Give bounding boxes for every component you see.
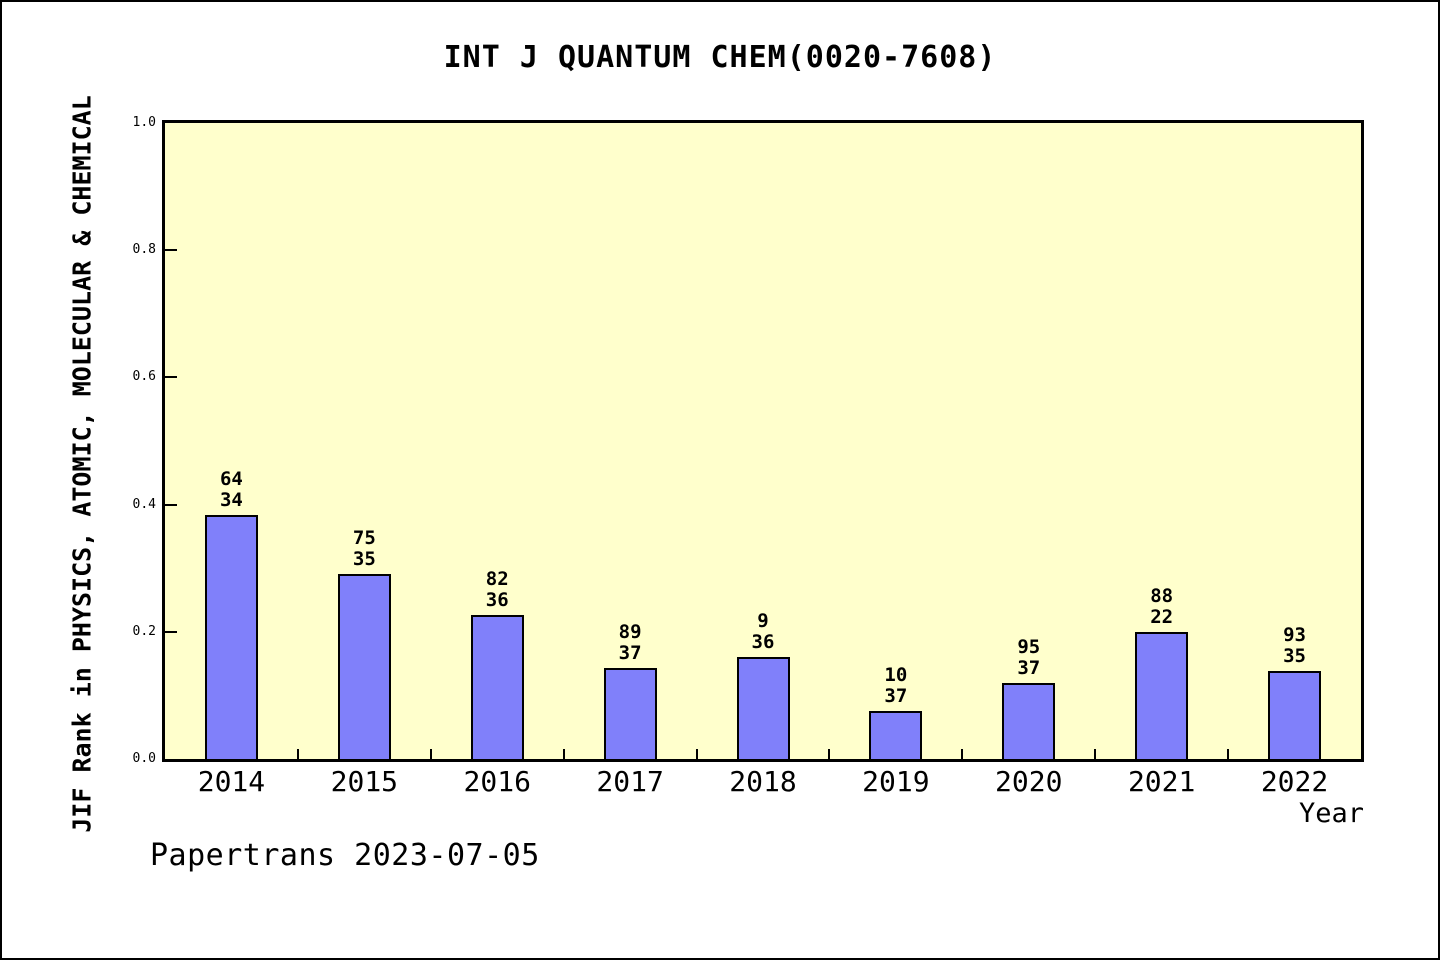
y-tick-label-0.4: 0.4 [132, 496, 156, 512]
y-tick-label-0.0: 0.0 [132, 751, 156, 766]
x-tick-label-2014: 2014 [197, 765, 266, 798]
y-axis-tick [165, 376, 177, 378]
bar-2014 [204, 515, 258, 759]
x-axis-tick [429, 749, 432, 759]
x-axis-tick [296, 749, 299, 759]
bar-label-bottom: 37 [884, 685, 908, 707]
bar-label-top: 82 [485, 568, 509, 590]
bar-label-top: 9 [757, 610, 769, 632]
x-axis-title: Year [1298, 798, 1364, 829]
bar-label-bottom: 37 [618, 642, 642, 664]
bar-label-top: 88 [1150, 585, 1174, 607]
bar-label-top: 75 [352, 527, 376, 549]
x-tick-label-2015: 2015 [330, 765, 399, 798]
bar-label-top: 95 [1017, 636, 1041, 658]
chart-title: INT J QUANTUM CHEM(0020-7608) [443, 40, 997, 75]
bar-2015 [337, 574, 391, 759]
y-tick-label-1.0: 1.0 [132, 115, 156, 130]
bar-2020 [1002, 683, 1056, 759]
x-tick-label-2020: 2020 [995, 765, 1063, 798]
bar-label-bottom: 34 [219, 489, 243, 511]
x-axis-tick [1094, 749, 1097, 759]
bar-label-2018: 9 36 [703, 611, 823, 653]
bar-label-bottom: 35 [1283, 645, 1306, 667]
bar-label-bottom: 36 [751, 631, 775, 653]
y-axis-title: JIF Rank in PHYSICS, ATOMIC, MOLECULAR &… [67, 95, 97, 833]
y-tick-label-0.2: 0.2 [132, 623, 156, 639]
bar-label-top: 10 [884, 664, 908, 686]
plot-area-inner: 64 34 75 35 82 36 89 37 9 36 10 37 95 37 88 22 93 35 [165, 123, 1361, 759]
bar-2018 [736, 657, 790, 759]
bar-label-2017: 89 37 [570, 622, 690, 664]
bar-2022 [1268, 671, 1322, 759]
bar-label-top: 89 [618, 621, 642, 643]
footer-credit: Papertrans 2023-07-05 [150, 838, 540, 873]
bar-label-2020: 95 37 [969, 637, 1089, 679]
bar-2019 [869, 711, 923, 759]
bar-label-top: 93 [1283, 624, 1306, 646]
y-axis-tick [165, 249, 177, 251]
x-tick-label-2016: 2016 [463, 765, 531, 798]
bar-2016 [470, 615, 524, 759]
x-axis-tick [828, 749, 831, 759]
y-axis-tick [165, 631, 177, 633]
x-axis-tick [695, 749, 698, 759]
bar-label-2019: 10 37 [836, 665, 956, 707]
bar-label-2022: 93 35 [1235, 625, 1355, 667]
x-tick-label-2022: 2022 [1260, 765, 1329, 798]
plot-area: 64 34 75 35 82 36 89 37 9 36 10 37 95 37 88 22 93 35 [162, 120, 1364, 762]
x-tick-label-2021: 2021 [1127, 765, 1196, 798]
x-tick-label-2017: 2017 [596, 765, 664, 798]
bar-label-bottom: 35 [352, 548, 376, 570]
bar-label-2016: 82 36 [437, 569, 557, 611]
x-axis-tick [562, 749, 565, 759]
bar-2021 [1135, 632, 1189, 759]
bar-label-2021: 88 22 [1102, 586, 1222, 628]
bar-label-top: 64 [219, 468, 243, 490]
x-tick-label-2019: 2019 [862, 765, 930, 798]
y-axis-tick [165, 504, 177, 506]
x-tick-label-2018: 2018 [729, 765, 797, 798]
y-tick-label-0.6: 0.6 [132, 369, 156, 385]
bar-label-bottom: 22 [1150, 606, 1174, 628]
bar-label-2014: 64 34 [171, 469, 291, 511]
x-axis-tick [961, 749, 964, 759]
bar-label-bottom: 37 [1017, 657, 1041, 679]
x-axis-tick [1227, 749, 1230, 759]
bar-label-2015: 75 35 [304, 528, 424, 570]
bar-2017 [603, 668, 657, 759]
y-tick-label-0.8: 0.8 [132, 242, 156, 258]
bar-label-bottom: 36 [485, 589, 509, 611]
